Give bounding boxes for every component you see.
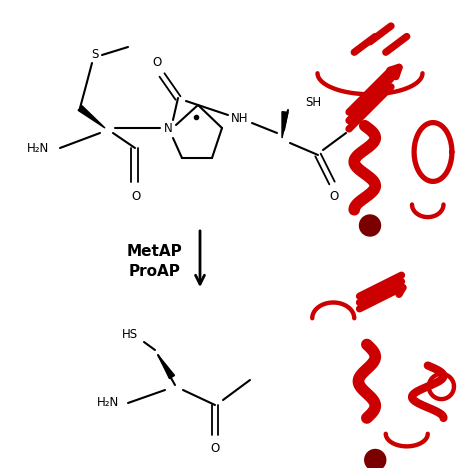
Text: SH: SH xyxy=(305,95,321,109)
Polygon shape xyxy=(282,112,288,138)
FancyArrowPatch shape xyxy=(388,67,399,79)
Text: O: O xyxy=(131,190,141,203)
Text: H₂N: H₂N xyxy=(27,141,49,154)
Text: O: O xyxy=(152,56,162,68)
Polygon shape xyxy=(158,355,174,379)
Text: MetAP: MetAP xyxy=(127,244,183,259)
Circle shape xyxy=(365,449,386,468)
Text: O: O xyxy=(329,190,338,204)
Text: HS: HS xyxy=(122,329,138,342)
Text: O: O xyxy=(210,443,219,455)
Text: N: N xyxy=(164,122,173,134)
Text: H₂N: H₂N xyxy=(97,396,119,410)
Text: NH: NH xyxy=(231,111,249,124)
Polygon shape xyxy=(78,106,105,128)
Text: ProAP: ProAP xyxy=(129,264,181,279)
Text: S: S xyxy=(91,49,99,61)
FancyArrowPatch shape xyxy=(395,287,403,294)
Circle shape xyxy=(359,215,381,236)
